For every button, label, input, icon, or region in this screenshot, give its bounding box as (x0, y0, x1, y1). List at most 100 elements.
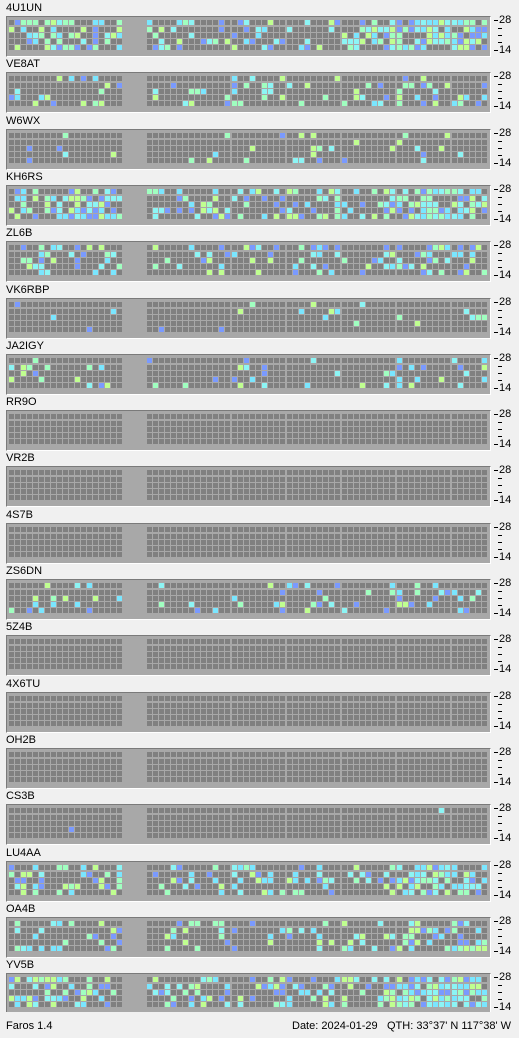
grid-cell (195, 245, 200, 250)
grid-cell (354, 95, 359, 100)
grid-cell (464, 101, 469, 106)
grid-cell (201, 371, 206, 376)
grid-cell (293, 608, 298, 613)
grid-cell (153, 646, 158, 651)
grid-cell (87, 214, 92, 219)
grid-cell (390, 158, 395, 163)
grid-cell (415, 358, 420, 363)
grid-cell (323, 365, 328, 370)
grid-cell (27, 696, 32, 701)
grid-cell (482, 477, 487, 482)
grid-cell (366, 421, 371, 426)
grid-cell (165, 421, 170, 426)
grid-cell (427, 703, 432, 708)
grid-cell (51, 489, 56, 494)
grid-cell (262, 552, 267, 557)
grid-cell (305, 652, 310, 657)
grid-cell (421, 639, 426, 644)
grid-cell (147, 414, 152, 419)
grid-cell (397, 534, 402, 539)
grid-cell (250, 546, 255, 551)
grid-cell (39, 534, 44, 539)
grid-cell (250, 590, 255, 595)
grid-cell (195, 427, 200, 432)
grid-cell (335, 27, 340, 32)
grid-cell (93, 321, 98, 326)
grid-cell (213, 590, 218, 595)
grid-cell (45, 365, 50, 370)
grid-cell (354, 76, 359, 81)
grid-cell (39, 489, 44, 494)
grid-cell (256, 258, 261, 263)
grid-cell (195, 639, 200, 644)
grid-cell (153, 639, 158, 644)
grid-cell (354, 101, 359, 106)
grid-cell (470, 365, 475, 370)
grid-cell (232, 358, 237, 363)
grid-cell (147, 270, 152, 275)
grid-cell (207, 489, 212, 494)
grid-cell (213, 527, 218, 532)
grid-cell (105, 252, 110, 257)
grid-cell (177, 189, 182, 194)
grid-cell (15, 652, 20, 657)
grid-cell (87, 652, 92, 657)
grid-cell (207, 270, 212, 275)
grid-cell (69, 427, 74, 432)
grid-cell (213, 327, 218, 332)
grid-cell (147, 709, 152, 714)
grid-cell (99, 540, 104, 545)
grid-cell (482, 439, 487, 444)
grid-cell (421, 27, 426, 32)
grid-cell (476, 146, 481, 151)
grid-cell (99, 189, 104, 194)
grid-cell (9, 477, 14, 482)
grid-cell (397, 208, 402, 213)
grid-cell (87, 721, 92, 726)
grid-cell (268, 583, 273, 588)
grid-cell (189, 664, 194, 669)
grid-cell (111, 439, 116, 444)
grid-cell (372, 89, 377, 94)
grid-cell (342, 383, 347, 388)
grid-cell (293, 596, 298, 601)
grid-cell (335, 302, 340, 307)
grid-cell (21, 534, 26, 539)
grid-cell (165, 189, 170, 194)
grid-cell (299, 152, 304, 157)
grid-cell (183, 546, 188, 551)
grid-cell (201, 321, 206, 326)
scale-tick (494, 613, 498, 614)
grid-cell (183, 583, 188, 588)
grid-cell (335, 258, 340, 263)
grid-cell (117, 546, 122, 551)
grid-cell (348, 302, 353, 307)
grid-cell (439, 483, 444, 488)
grid-cell (207, 383, 212, 388)
grid-cell (33, 20, 38, 25)
grid-cell (147, 252, 152, 257)
grid-cell (335, 703, 340, 708)
grid-cell (165, 39, 170, 44)
grid-cell (75, 196, 80, 201)
grid-cell (81, 427, 86, 432)
grid-cell (372, 709, 377, 714)
scale-dash (498, 436, 502, 437)
grid-cell (99, 639, 104, 644)
grid-cell (274, 95, 279, 100)
grid-cell (183, 365, 188, 370)
grid-cell (348, 546, 353, 551)
grid-cell (45, 540, 50, 545)
grid-cell (177, 639, 182, 644)
grid-cell (354, 202, 359, 207)
grid-cell (27, 152, 32, 157)
grid-cell (183, 95, 188, 100)
grid-cell (63, 76, 68, 81)
grid-cell (63, 721, 68, 726)
grid-cell (299, 189, 304, 194)
grid-cell (27, 321, 32, 326)
grid-cell (280, 527, 285, 532)
grid-cell (354, 146, 359, 151)
grid-cell (51, 158, 56, 163)
grid-cell (63, 302, 68, 307)
